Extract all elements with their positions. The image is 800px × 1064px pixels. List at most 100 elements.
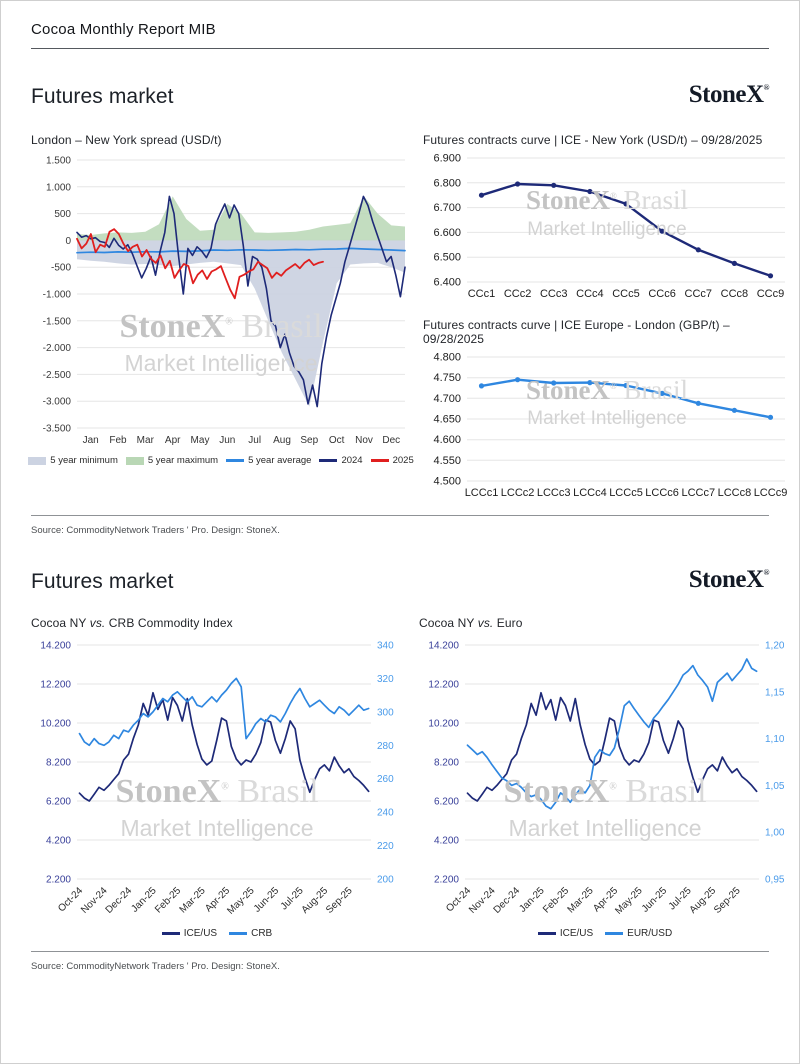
section2-header: Futures market StoneX® [31, 566, 770, 594]
svg-text:6.700: 6.700 [433, 202, 461, 214]
svg-text:-3.500: -3.500 [43, 424, 72, 435]
svg-text:12.200: 12.200 [428, 680, 459, 691]
report-header: Cocoa Monthly Report MIB [31, 1, 769, 49]
svg-text:0,95: 0,95 [765, 875, 785, 886]
svg-text:4.550: 4.550 [433, 455, 461, 467]
svg-text:Mar-25: Mar-25 [566, 885, 596, 915]
chart-london-ny-spread: London – New York spread (USD/t) 1.500 1.… [28, 133, 414, 466]
svg-text:Feb-25: Feb-25 [153, 885, 183, 915]
svg-text:4.200: 4.200 [46, 836, 71, 847]
svg-text:CCc6: CCc6 [648, 288, 676, 300]
svg-text:CCc2: CCc2 [504, 288, 532, 300]
legend-item: 5 year maximum [125, 455, 219, 466]
cocoa-crb-canvas: 14.200 12.200 10.200 8.200 6.200 4.200 2.200 34… [40, 641, 394, 917]
registered-mark-icon: ® [763, 568, 770, 577]
svg-text:LCCc2: LCCc2 [501, 487, 535, 499]
chart-title-cocoa-crb: Cocoa NY vs. CRB Commodity Index [31, 616, 233, 630]
svg-text:Sep: Sep [300, 435, 318, 446]
report-title: Cocoa Monthly Report MIB [31, 21, 216, 38]
svg-text:6.600: 6.600 [433, 227, 461, 239]
svg-text:LCCc9: LCCc9 [754, 487, 788, 499]
svg-text:Apr: Apr [165, 435, 181, 446]
stonex-logo: StoneX® [688, 81, 770, 108]
svg-text:2.200: 2.200 [434, 875, 459, 886]
svg-text:LCCc1: LCCc1 [465, 487, 499, 499]
svg-text:4.750: 4.750 [433, 372, 461, 384]
svg-text:1,05: 1,05 [765, 781, 785, 792]
svg-text:LCCc4: LCCc4 [573, 487, 607, 499]
svg-text:1,00: 1,00 [765, 828, 785, 839]
stonex-logo: StoneX® [688, 566, 770, 593]
svg-text:-1.000: -1.000 [43, 290, 72, 301]
chart-cocoa-vs-euro: Cocoa NY vs. Euro 14.200 12.200 10.200 8.20… [419, 616, 791, 939]
section2-charts-row: Cocoa NY vs. CRB Commodity Index 14.200 1… [31, 616, 785, 939]
svg-text:Oct: Oct [329, 435, 345, 446]
chart-title-ny-curve: Futures contracts curve | ICE - New York… [423, 133, 763, 147]
svg-text:Dec: Dec [382, 435, 400, 446]
svg-text:-2.000: -2.000 [43, 343, 72, 354]
svg-text:6.200: 6.200 [46, 797, 71, 808]
chart-title-cocoa-euro: Cocoa NY vs. Euro [419, 616, 523, 630]
svg-text:6.900: 6.900 [433, 153, 461, 165]
svg-text:CCc8: CCc8 [721, 288, 749, 300]
svg-text:500: 500 [54, 209, 71, 220]
svg-text:Dec-24: Dec-24 [104, 885, 135, 916]
svg-text:Jan: Jan [83, 435, 99, 446]
svg-text:6.500: 6.500 [433, 252, 461, 264]
cocoa-euro-canvas: 14.200 12.200 10.200 8.200 6.200 4.200 2.200 1,… [428, 641, 785, 917]
svg-text:4.700: 4.700 [433, 393, 461, 405]
svg-text:4.800: 4.800 [433, 352, 461, 364]
svg-text:12.200: 12.200 [40, 680, 71, 691]
svg-text:260: 260 [377, 774, 394, 785]
chart-ny-futures-curve: Futures contracts curve | ICE - New York… [423, 133, 791, 304]
chart-title-london-curve: Futures contracts curve | ICE Europe - L… [423, 318, 730, 346]
svg-text:CCc4: CCc4 [576, 288, 604, 300]
section1-title: Futures market [31, 85, 174, 108]
svg-text:LCCc7: LCCc7 [681, 487, 715, 499]
svg-text:10.200: 10.200 [40, 719, 71, 730]
legend-label: 5 year minimum [50, 455, 118, 466]
svg-text:CCc1: CCc1 [468, 288, 496, 300]
svg-text:6.800: 6.800 [433, 177, 461, 189]
legend-swatch-icon [125, 456, 144, 465]
legend-swatch-icon [229, 932, 248, 935]
svg-text:Dec-24: Dec-24 [492, 885, 523, 916]
svg-text:Feb: Feb [109, 435, 127, 446]
svg-text:Feb-25: Feb-25 [541, 885, 571, 915]
svg-text:Jun: Jun [219, 435, 235, 446]
svg-text:320: 320 [377, 674, 394, 685]
svg-text:-2.500: -2.500 [43, 370, 72, 381]
svg-text:Nov: Nov [355, 435, 373, 446]
svg-text:LCCc8: LCCc8 [718, 487, 752, 499]
svg-text:CCc3: CCc3 [540, 288, 568, 300]
legend-item: 2024 [319, 455, 363, 466]
registered-mark-icon: ® [763, 83, 770, 92]
svg-text:8.200: 8.200 [46, 758, 71, 769]
legend-label: EUR/USD [627, 928, 673, 939]
svg-text:LCCc5: LCCc5 [609, 487, 643, 499]
legend-item: 5 year minimum [28, 455, 118, 466]
legend-item: 5 year average [226, 455, 311, 466]
spread-chart-canvas: 1.500 1.000 500 0 -500 -1.000 -1.500 -2.000 -2.5… [43, 156, 406, 446]
svg-text:Sep-25: Sep-25 [712, 885, 743, 916]
legend-item: ICE/US [161, 928, 217, 939]
svg-text:LCCc6: LCCc6 [645, 487, 679, 499]
legend-label: 5 year maximum [147, 455, 219, 466]
chart-cocoa-vs-crb: Cocoa NY vs. CRB Commodity Index 14.200 1… [31, 616, 403, 939]
section1-header: Futures market StoneX® [31, 81, 770, 109]
svg-text:280: 280 [377, 741, 394, 752]
legend-swatch-icon [226, 459, 245, 462]
section2-title: Futures market [31, 570, 174, 593]
svg-text:CCc7: CCc7 [685, 288, 713, 300]
legend-item: ICE/US [537, 928, 593, 939]
svg-text:-3.000: -3.000 [43, 397, 72, 408]
svg-text:14.200: 14.200 [40, 641, 71, 652]
svg-text:220: 220 [377, 841, 394, 852]
svg-text:1,15: 1,15 [765, 687, 785, 698]
svg-text:1.000: 1.000 [46, 182, 71, 193]
legend-swatch-icon [161, 932, 180, 935]
section1-source: Source: CommodityNetwork Traders ' Pro. … [31, 515, 769, 536]
svg-text:-1.500: -1.500 [43, 316, 72, 327]
svg-text:Sep-25: Sep-25 [324, 885, 355, 916]
